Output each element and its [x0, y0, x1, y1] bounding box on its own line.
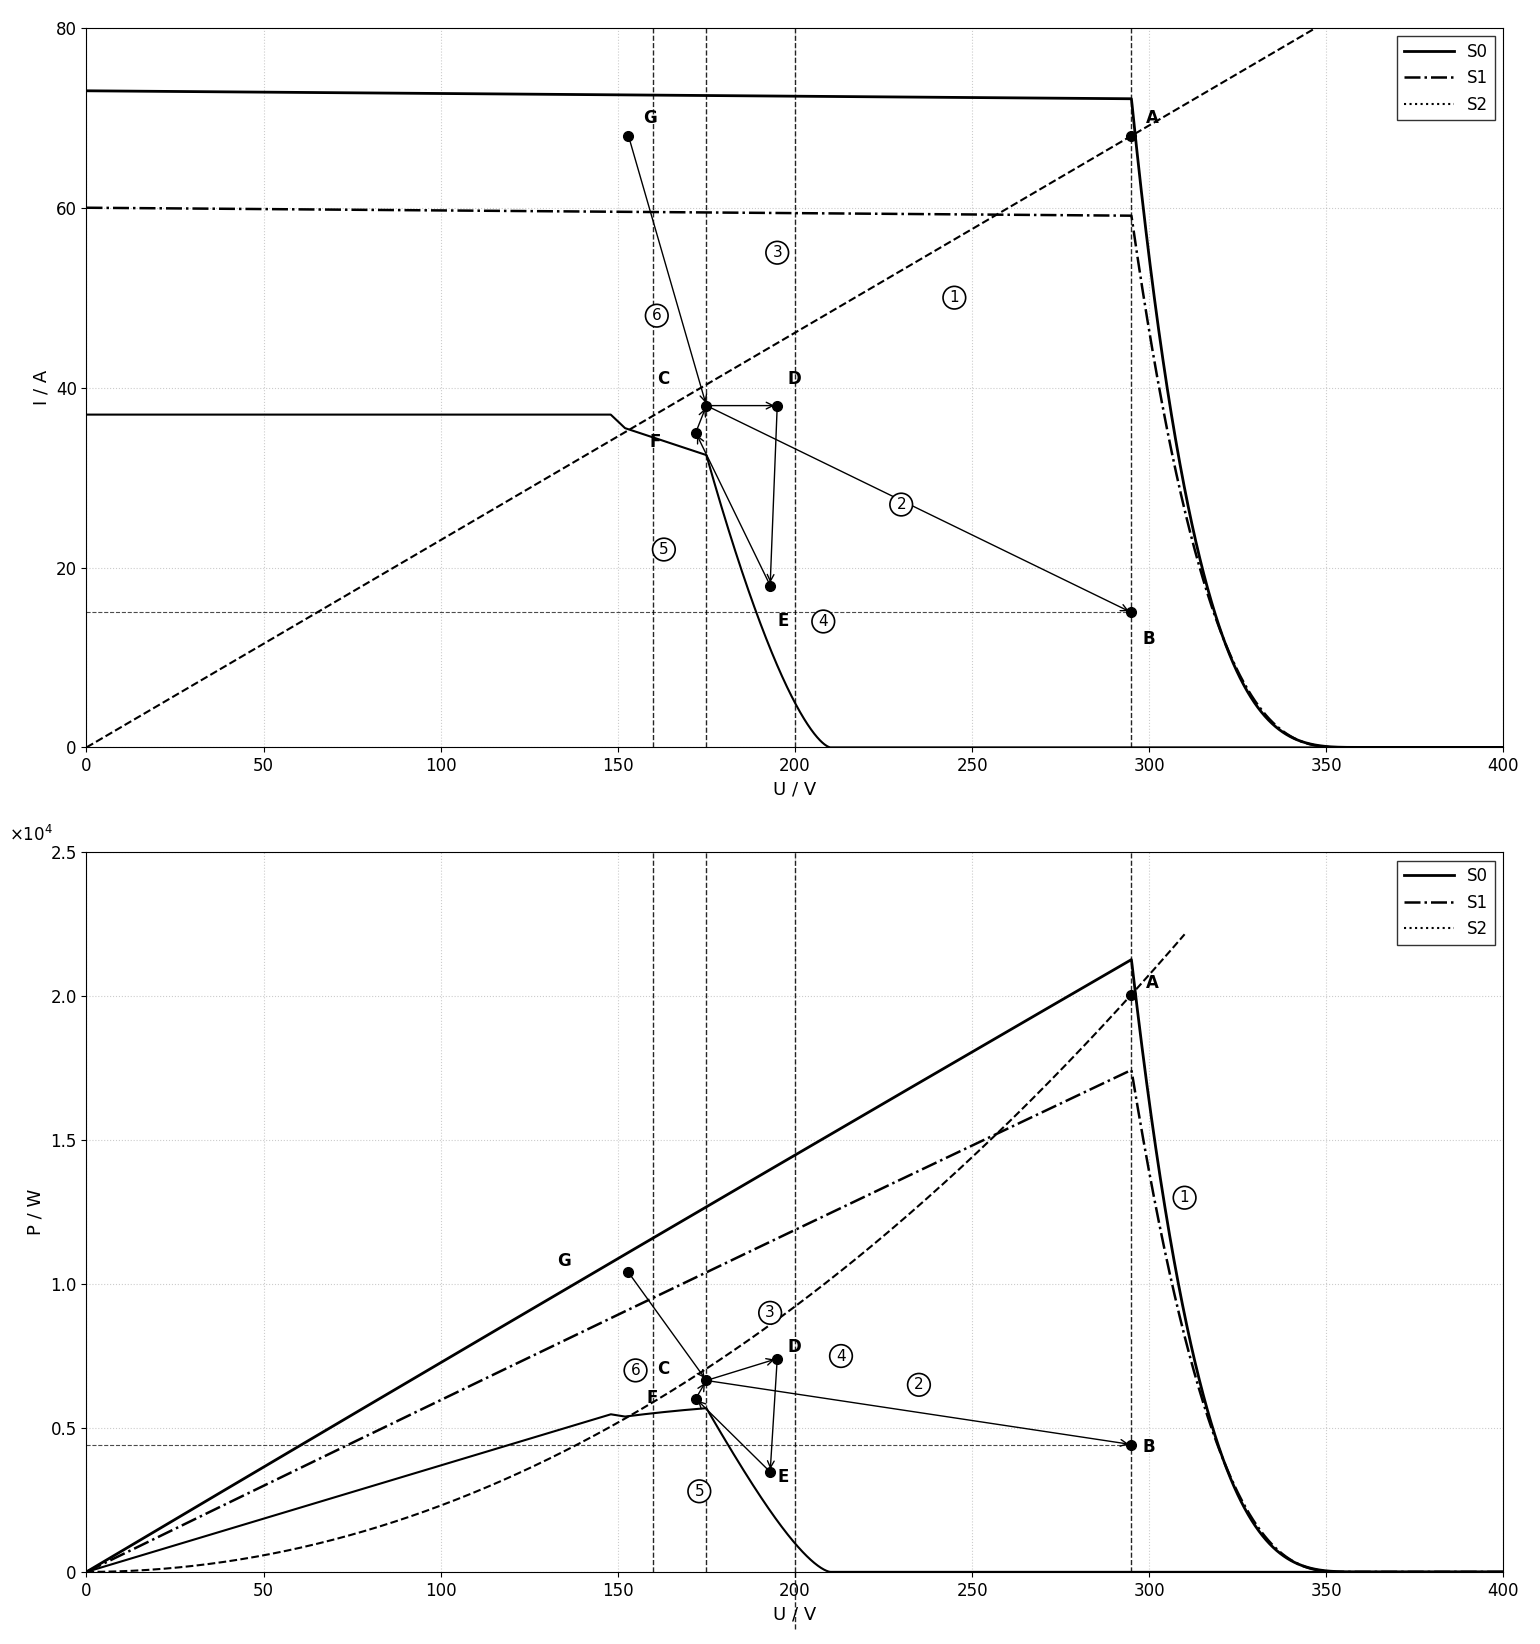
X-axis label: U / V: U / V	[773, 781, 816, 799]
Text: G: G	[642, 109, 656, 127]
Text: 6: 6	[651, 307, 662, 324]
Text: 1: 1	[1180, 1190, 1189, 1205]
Text: 6: 6	[631, 1363, 641, 1378]
Text: B: B	[1143, 630, 1155, 648]
Text: G: G	[557, 1251, 571, 1269]
Text: 5: 5	[695, 1485, 704, 1499]
Text: 2: 2	[896, 496, 906, 511]
Text: C: C	[656, 370, 668, 388]
Text: 3: 3	[773, 245, 782, 260]
Text: A: A	[1146, 973, 1158, 991]
Text: F: F	[650, 432, 661, 450]
Text: D: D	[788, 370, 802, 388]
Text: E: E	[778, 613, 788, 631]
Legend: S0, S1, S2: S0, S1, S2	[1397, 861, 1495, 945]
Text: 3: 3	[765, 1305, 775, 1320]
Text: B: B	[1143, 1438, 1155, 1457]
Text: 4: 4	[818, 613, 829, 630]
X-axis label: U / V: U / V	[773, 1605, 816, 1623]
Text: D: D	[788, 1338, 802, 1356]
Legend: S0, S1, S2: S0, S1, S2	[1397, 36, 1495, 120]
Y-axis label: I / A: I / A	[32, 370, 51, 404]
Text: 1: 1	[950, 291, 959, 306]
Text: A: A	[1146, 109, 1158, 127]
Text: E: E	[778, 1468, 788, 1486]
Text: F: F	[647, 1389, 658, 1407]
Text: 2: 2	[915, 1378, 924, 1392]
Text: $\times10^4$: $\times10^4$	[9, 825, 52, 845]
Text: C: C	[656, 1360, 668, 1378]
Y-axis label: P / W: P / W	[26, 1189, 45, 1235]
Text: 4: 4	[836, 1348, 845, 1363]
Text: 5: 5	[659, 543, 668, 557]
